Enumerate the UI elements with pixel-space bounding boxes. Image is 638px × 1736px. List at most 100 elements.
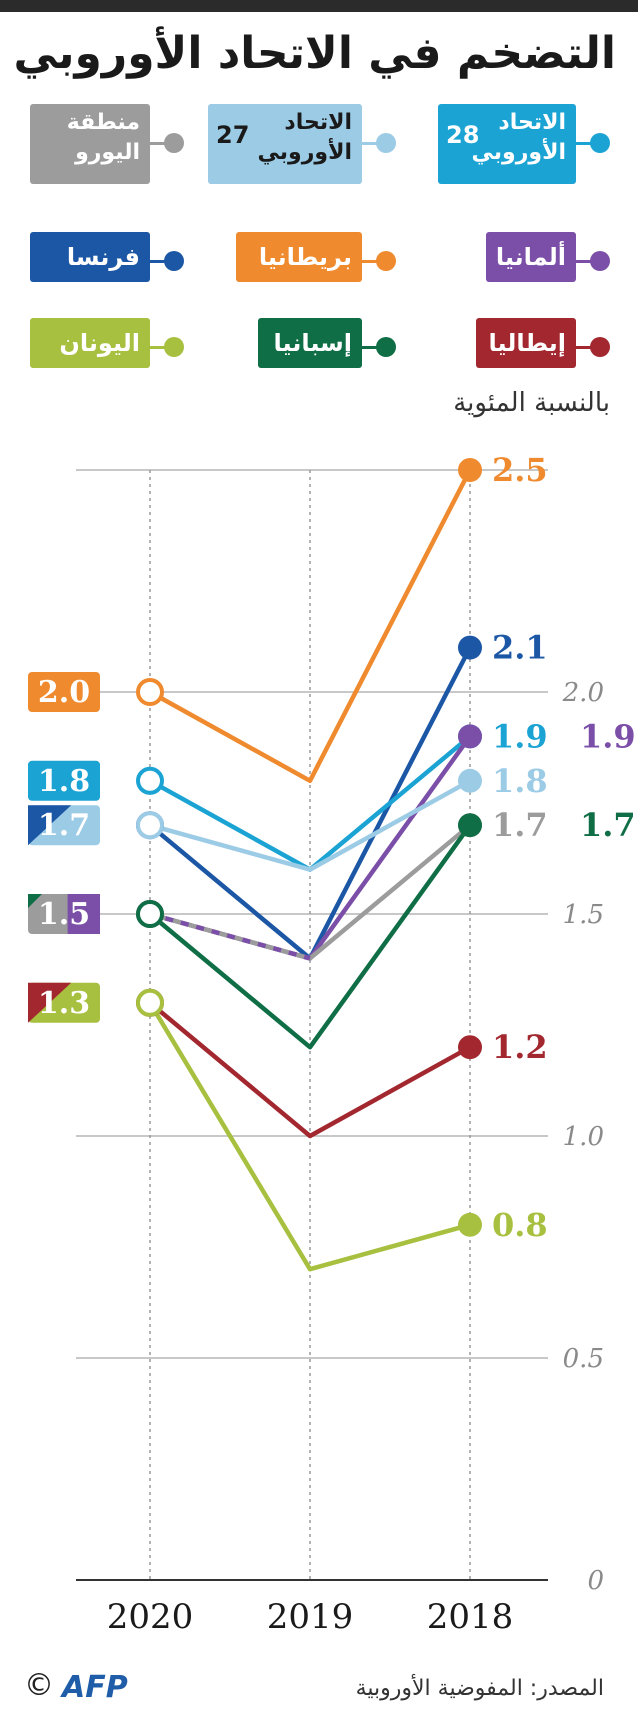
legend-eu27: الاتحاد الأوروبي 27: [206, 104, 396, 184]
value-label-2018: 0.8: [492, 1206, 548, 1244]
y-tick-label: 0.5: [563, 1344, 604, 1374]
value-label-box-part: [28, 894, 42, 908]
legend-line: [574, 346, 600, 349]
series-line: [149, 778, 472, 872]
legend-label: منطقة: [66, 110, 140, 135]
legend-label-box: إيطاليا: [476, 318, 576, 368]
point-2018: [458, 768, 482, 793]
point-2018: [458, 724, 482, 749]
series-line-dash: [149, 911, 311, 961]
value-label-2020: 1.5: [38, 897, 90, 932]
x-tick-label: 2019: [267, 1597, 354, 1637]
value-label-2018: 1.9: [580, 717, 636, 755]
legend-label-box: بريطانيا: [236, 232, 362, 282]
legend-line: [360, 260, 386, 263]
legend-line: [574, 260, 600, 263]
y-tick-label: 0: [587, 1566, 604, 1596]
legend-uk: بريطانيا: [226, 232, 396, 292]
legend-label-box: منطقة اليورو: [30, 104, 150, 184]
point-2018: [458, 1035, 482, 1060]
point-2020: [136, 988, 164, 1017]
legend-line: [148, 260, 174, 263]
legend-label-box: فرنسا: [30, 232, 150, 282]
point-2018: [458, 458, 482, 482]
legend-number: 27: [216, 121, 250, 149]
legend-france: فرنسا: [24, 232, 184, 292]
value-label-box: [28, 760, 100, 801]
legend-label-box: اليونان: [30, 318, 150, 368]
legend-dot: [590, 251, 610, 271]
point-2018: [458, 635, 482, 660]
value-label-2020: 1.7: [38, 808, 90, 843]
legend-dot: [590, 133, 610, 153]
legend-label: الاتحاد: [284, 110, 352, 135]
legend-label: الأوروبي: [471, 140, 566, 165]
value-label-2020: 2.0: [38, 675, 90, 710]
legend-eu28: الاتحاد الأوروبي 28: [438, 104, 610, 184]
value-label-2018: 1.2: [492, 1028, 548, 1066]
legend-line: [360, 346, 386, 349]
y-tick-label: 1.0: [563, 1122, 604, 1152]
legend-dot: [164, 337, 184, 357]
value-label-box-part: [28, 982, 72, 1023]
legend-label-box: الاتحاد الأوروبي 28: [438, 104, 576, 184]
legend-label: اليورو: [75, 140, 140, 165]
value-label-2018: 1.7: [580, 806, 636, 844]
legend-label: الأوروبي: [257, 140, 352, 165]
top-bar: [0, 0, 638, 12]
x-tick-label: 2020: [107, 1597, 194, 1637]
point-2020: [136, 900, 164, 928]
value-label-box-part: [67, 894, 100, 934]
afp-logo: AFP: [62, 1670, 128, 1705]
y-tick-label: 1.5: [563, 900, 604, 930]
legend-label-box: ألمانيا: [486, 232, 576, 282]
value-label-2018: 2.1: [492, 629, 548, 667]
source-note: المصدر: المفوضية الأوروبية: [355, 1676, 604, 1701]
copyright-symbol: ©: [24, 1668, 54, 1703]
x-axis: 2020 2019 2018: [107, 1597, 514, 1637]
point-2020: [136, 766, 164, 795]
legend-label-box: إسبانيا: [258, 318, 362, 368]
legend-spain: إسبانيا: [226, 318, 396, 378]
legend-label: الاتحاد: [498, 110, 566, 135]
series-line: [148, 1001, 471, 1272]
value-label-2018: 1.8: [492, 762, 548, 800]
legend-number: 28: [446, 121, 480, 149]
value-label-2020: 1.8: [38, 764, 90, 799]
legend-dot: [376, 133, 396, 153]
legend-label-box: الاتحاد الأوروبي 27: [208, 104, 362, 184]
legend-line: [574, 142, 600, 145]
legend-dot: [376, 251, 396, 271]
series-line: [148, 468, 473, 784]
point-2020: [136, 811, 164, 840]
legend-euro: منطقة اليورو: [24, 104, 184, 184]
legend-line: [148, 346, 174, 349]
data-labels: 2.5 2.1 1.9 1.9 1.8 1.7 1.7 1.2 0.8 2.0 1.8 1.7 1.5 1…: [28, 451, 636, 1244]
x-tick-label: 2018: [427, 1597, 514, 1637]
chart-title: التضخم في الاتحاد الأوروبي: [13, 28, 616, 79]
legend-dot: [164, 133, 184, 153]
point-2020: [136, 678, 164, 706]
unit-label: بالنسبة المئوية: [453, 388, 610, 418]
y-tick-label: 2.0: [562, 678, 604, 708]
legend-italy: إيطاليا: [460, 318, 610, 378]
legend-line: [360, 142, 386, 145]
value-label-2018: 2.5: [492, 451, 548, 489]
point-2018: [458, 1212, 482, 1237]
series-lines: [136, 458, 482, 1272]
legend-dot: [590, 337, 610, 357]
value-label-2018: 1.7: [492, 806, 548, 844]
legend-line: [148, 142, 174, 145]
legend-germany: ألمانيا: [460, 232, 610, 292]
legend-greece: اليونان: [24, 318, 184, 378]
series-line: [148, 1001, 472, 1139]
value-label-box-part: [28, 805, 72, 846]
value-label-2018: 1.9: [492, 717, 548, 755]
value-label-box: [28, 672, 100, 712]
point-2018: [458, 813, 482, 838]
legend-dot: [164, 251, 184, 271]
value-label-2020: 1.3: [38, 986, 90, 1021]
legend-dot: [376, 337, 396, 357]
series-line: [148, 823, 472, 1050]
